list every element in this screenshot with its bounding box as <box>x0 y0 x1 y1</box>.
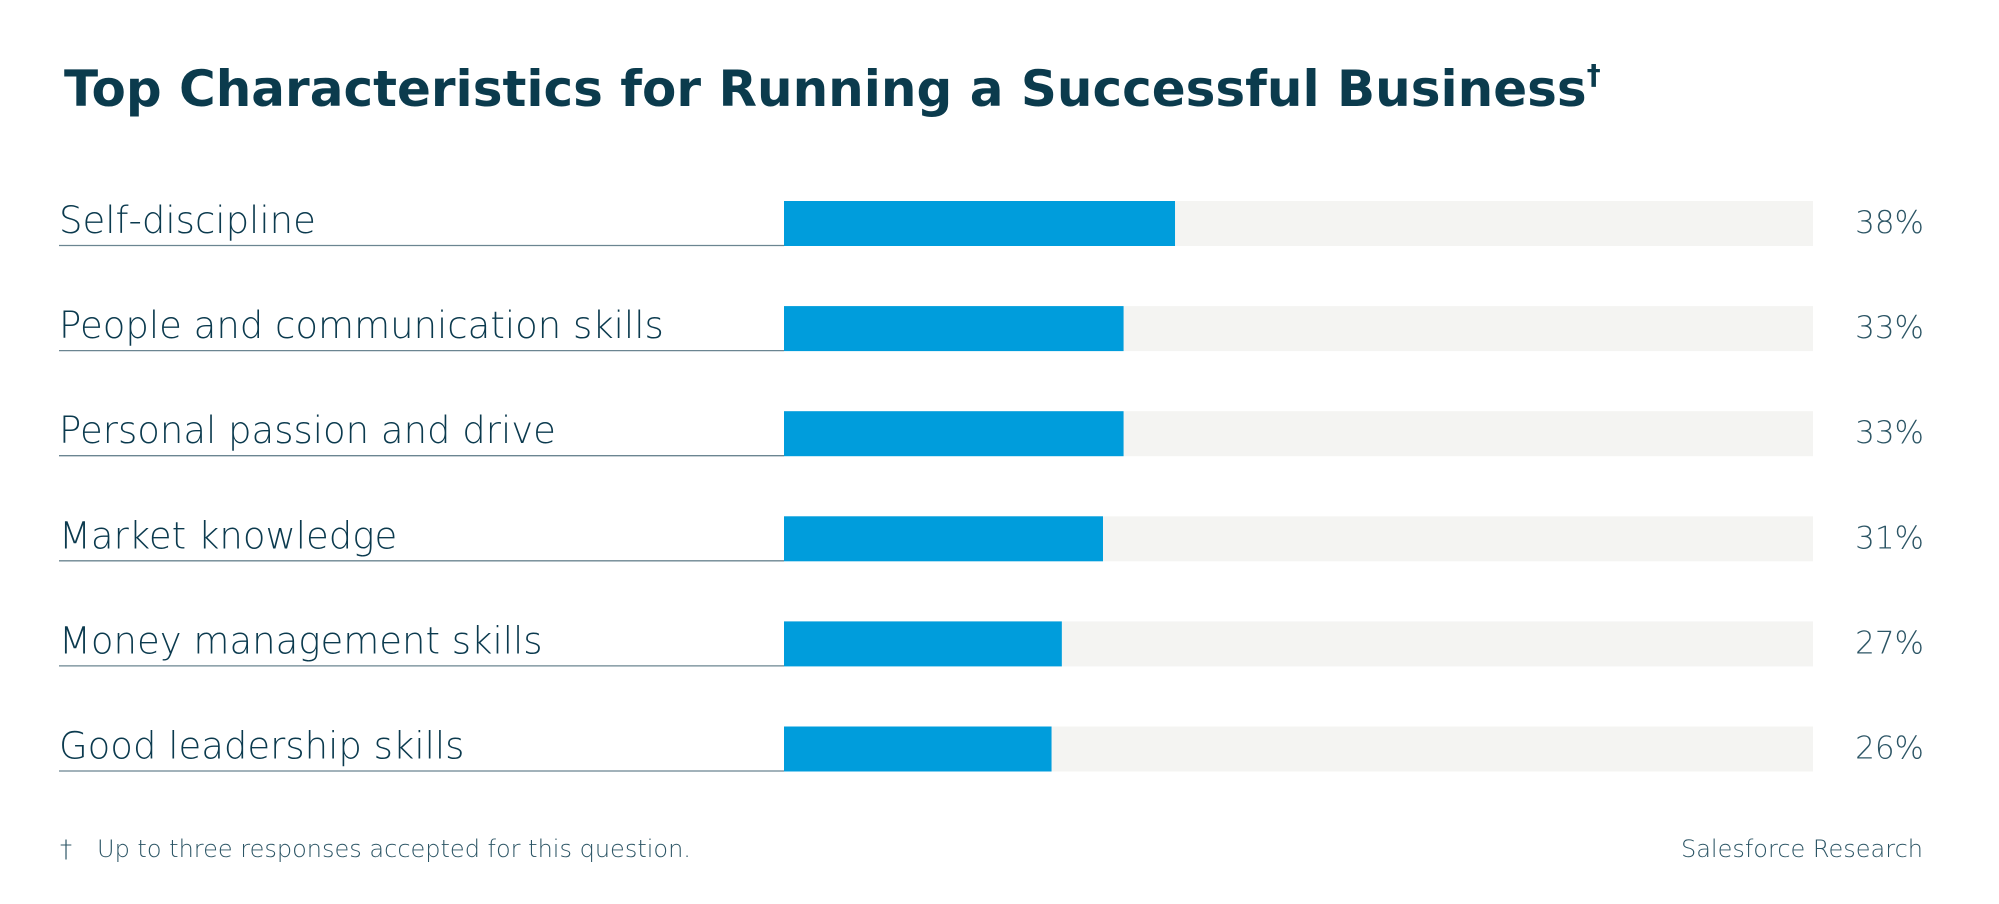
category-label: Good leadership skills <box>59 725 464 768</box>
bar <box>784 621 1062 667</box>
chart-title-group: Top Characteristics for Running a Succes… <box>64 58 1601 118</box>
bar <box>784 306 1124 352</box>
chart-title: Top Characteristics for Running a Succes… <box>64 60 1587 118</box>
category-label: Money management skills <box>59 619 543 662</box>
footnote-marker: † <box>60 835 72 863</box>
bar <box>784 516 1103 562</box>
title-marker: † <box>1587 58 1601 91</box>
value-label: 33% <box>1855 415 1924 451</box>
bar <box>784 726 1052 772</box>
value-label: 33% <box>1855 310 1924 346</box>
value-label: 26% <box>1855 731 1924 767</box>
category-label: People and communication skills <box>59 304 664 347</box>
value-label: 27% <box>1855 625 1924 661</box>
source: Salesforce Research <box>1681 835 1923 863</box>
category-label: Market knowledge <box>59 514 397 557</box>
category-label: Self-discipline <box>59 199 316 242</box>
value-label: 31% <box>1855 520 1924 556</box>
bar <box>784 201 1176 246</box>
category-label: Personal passion and drive <box>59 409 556 452</box>
value-label: 38% <box>1855 205 1924 241</box>
bar <box>784 411 1124 457</box>
footnote-text: Up to three responses accepted for this … <box>97 835 691 863</box>
